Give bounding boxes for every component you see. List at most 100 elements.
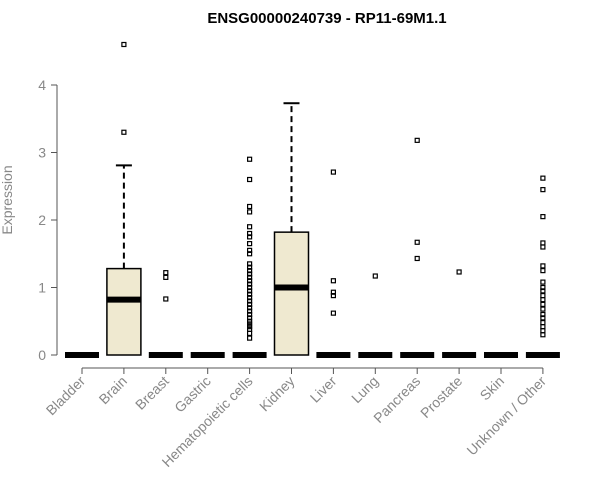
- outlier-point: [247, 318, 253, 324]
- outlier-point: [247, 234, 253, 240]
- outlier-point: [540, 293, 546, 299]
- outlier-point: [540, 301, 546, 307]
- outlier-point: [163, 270, 169, 276]
- x-tick-label: Lung: [348, 373, 381, 406]
- x-tick-label: Brain: [96, 373, 130, 407]
- outlier-point: [247, 301, 253, 307]
- outlier-point: [540, 240, 546, 246]
- outlier-point: [540, 332, 546, 338]
- outlier-point: [330, 169, 336, 175]
- outlier-point: [247, 274, 253, 280]
- outlier-point: [540, 311, 546, 318]
- outlier-point: [540, 324, 546, 330]
- outlier-point: [414, 239, 420, 245]
- outlier-point: [540, 320, 546, 326]
- y-tick-label: 0: [38, 347, 46, 363]
- outlier-point: [163, 274, 169, 280]
- outlier-point: [540, 288, 546, 294]
- box-5: [273, 102, 310, 356]
- x-tick-label: Prostate: [417, 373, 465, 421]
- x-tick-label: Bladder: [43, 373, 89, 419]
- box-body: [273, 231, 310, 356]
- box-11: [525, 175, 560, 358]
- outlier-point: [540, 268, 546, 274]
- outlier-point: [247, 324, 253, 330]
- box-1: [106, 41, 142, 356]
- outlier-point: [247, 176, 253, 183]
- outlier-point: [247, 291, 253, 297]
- outlier-point: [247, 268, 253, 274]
- outlier-point: [247, 308, 253, 314]
- box-series: [65, 41, 560, 358]
- outlier-point: [247, 261, 253, 267]
- y-axis-label: Expression: [0, 165, 15, 234]
- outlier-point: [540, 279, 546, 285]
- x-tick-label: Breast: [132, 373, 172, 413]
- outlier-point: [121, 41, 127, 48]
- x-tick-label: Unknown / Other: [463, 373, 549, 459]
- y-tick-label: 1: [38, 280, 46, 296]
- x-tick-label: Kidney: [256, 373, 298, 415]
- outlier-point: [414, 137, 420, 143]
- outlier-point: [540, 315, 546, 321]
- outlier-point: [247, 247, 253, 253]
- outlier-point: [247, 224, 253, 230]
- outlier-point: [330, 278, 336, 284]
- box-8: [400, 137, 435, 358]
- outlier-point: [540, 187, 546, 193]
- outlier-point: [247, 281, 253, 287]
- outlier-point: [540, 175, 546, 181]
- outlier-point: [247, 311, 253, 318]
- box-6: [316, 169, 351, 358]
- outlier-point: [247, 284, 253, 291]
- box-4: [232, 156, 267, 358]
- outlier-point: [247, 305, 253, 311]
- y-tick-label: 4: [38, 77, 46, 93]
- outlier-point: [247, 203, 253, 210]
- outlier-point: [540, 284, 546, 291]
- outlier-point: [247, 298, 253, 304]
- outlier-point: [163, 296, 169, 302]
- outlier-point: [540, 306, 546, 312]
- outlier-point: [414, 255, 420, 262]
- y-tick-label: 3: [38, 145, 46, 161]
- outlier-point: [247, 315, 253, 321]
- outlier-point: [247, 295, 253, 301]
- chart-title: ENSG00000240739 - RP11-69M1.1: [207, 10, 446, 27]
- outlier-point: [247, 271, 253, 277]
- outlier-point: [540, 214, 546, 220]
- outlier-point: [540, 328, 546, 334]
- outlier-point: [247, 251, 253, 257]
- outlier-point: [330, 293, 336, 299]
- outlier-point: [121, 129, 127, 135]
- outlier-point: [247, 335, 253, 341]
- outlier-point: [540, 297, 546, 303]
- outlier-point: [540, 263, 546, 269]
- outlier-point: [372, 273, 378, 279]
- outlier-point: [247, 278, 253, 284]
- outlier-point: [247, 321, 253, 327]
- x-tick-label: Pancreas: [370, 373, 423, 426]
- box-9: [442, 269, 477, 358]
- box-body: [106, 267, 142, 356]
- x-tick-label: Skin: [477, 373, 508, 404]
- y-tick-label: 2: [38, 212, 46, 228]
- outlier-point: [247, 264, 253, 270]
- outlier-point: [247, 209, 253, 215]
- box-2: [148, 270, 183, 358]
- outlier-point: [247, 156, 253, 162]
- y-axis: 0 1 2 3 4: [38, 77, 58, 363]
- outlier-point: [456, 269, 462, 275]
- x-tick-label: Liver: [307, 373, 340, 406]
- box-7: [358, 273, 393, 358]
- outlier-point: [247, 288, 253, 294]
- outlier-point: [330, 310, 336, 316]
- outlier-point: [247, 326, 253, 332]
- outlier-point: [247, 230, 253, 237]
- outlier-point: [540, 244, 546, 250]
- outlier-point: [330, 289, 336, 295]
- outlier-point: [247, 330, 253, 336]
- outlier-point: [247, 241, 253, 247]
